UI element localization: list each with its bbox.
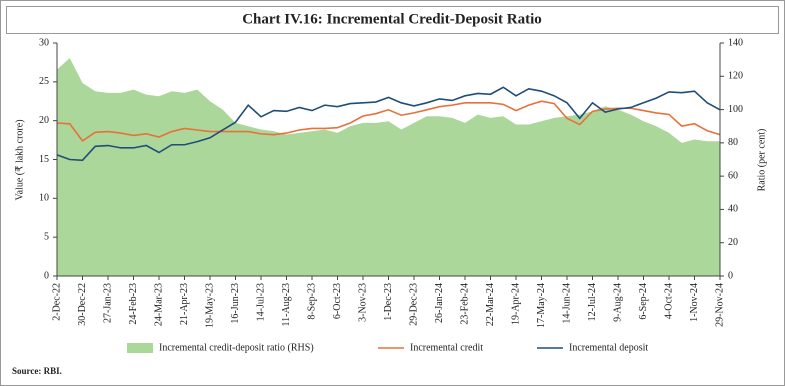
y-axis-label: Value (₹ lakh crore) bbox=[14, 119, 25, 200]
y-tick-label: 10 bbox=[39, 193, 49, 204]
area bbox=[57, 57, 720, 276]
y2-tick-label: 140 bbox=[728, 37, 743, 48]
x-tick-label: 24-Feb-23 bbox=[128, 283, 139, 325]
x-tick-label: 1-Dec-23 bbox=[383, 283, 394, 321]
y-tick-label: 15 bbox=[39, 154, 49, 165]
x-tick-label: 27-Jan-23 bbox=[102, 283, 113, 323]
chart-title: Chart IV.16: Incremental Credit-Deposit … bbox=[242, 11, 542, 27]
x-tick-label: 6-Sep-24 bbox=[638, 283, 649, 320]
y-tick-label: 30 bbox=[39, 37, 49, 48]
line bbox=[56, 86, 721, 162]
x-tick-label: 16-Jun-23 bbox=[230, 283, 241, 324]
legend-label: Incremental credit bbox=[410, 342, 483, 353]
y2-tick-label: 60 bbox=[728, 170, 738, 181]
x-tick-label: 1-Nov-24 bbox=[689, 283, 700, 322]
x-tick-label: 3-Nov-23 bbox=[357, 283, 368, 322]
legend-label: Incremental credit-deposit ratio (RHS) bbox=[159, 342, 314, 353]
y2-tick-label: 120 bbox=[728, 71, 743, 82]
y2-tick-label: 0 bbox=[728, 270, 733, 281]
title-box bbox=[6, 6, 779, 34]
x-tick-label: 19-May-23 bbox=[204, 283, 215, 328]
legend-swatch bbox=[127, 343, 153, 353]
x-tick-label: 9-Aug-24 bbox=[612, 283, 623, 322]
y-tick-label: 0 bbox=[44, 270, 49, 281]
x-tick-label: 12-Jul-24 bbox=[587, 283, 598, 321]
x-tick-label: 21-Apr-23 bbox=[179, 283, 190, 325]
x-tick-label: 14-Jul-23 bbox=[255, 283, 266, 321]
x-tick-label: 14-Jun-24 bbox=[561, 283, 572, 324]
y2-tick-label: 40 bbox=[728, 204, 738, 215]
source: Source: RBI. bbox=[12, 366, 62, 376]
y2-tick-label: 80 bbox=[728, 137, 738, 148]
x-tick-label: 24-Mar-23 bbox=[153, 283, 164, 326]
x-tick-label: 2-Dec-22 bbox=[51, 283, 62, 321]
y-tick-label: 20 bbox=[39, 115, 49, 126]
x-tick-label: 29-Dec-23 bbox=[408, 283, 419, 326]
x-tick-label: 22-Mar-24 bbox=[485, 283, 496, 326]
x-tick-label: 4-Oct-24 bbox=[663, 283, 674, 319]
line bbox=[56, 100, 721, 142]
x-tick-label: 29-Nov-24 bbox=[714, 283, 725, 327]
x-tick-label: 17-May-24 bbox=[536, 283, 547, 328]
y-tick-label: 25 bbox=[39, 76, 49, 87]
legend-label: Incremental deposit bbox=[569, 342, 648, 353]
x-tick-label: 23-Feb-24 bbox=[459, 283, 470, 325]
x-tick-label: 26-Jan-24 bbox=[434, 283, 445, 323]
x-tick-label: 8-Sep-23 bbox=[306, 283, 317, 320]
x-tick-label: 6-Oct-23 bbox=[332, 283, 343, 319]
y2-tick-label: 20 bbox=[728, 237, 738, 248]
y2-axis-label: Ratio (per cent) bbox=[756, 129, 767, 192]
x-tick-label: 19-Apr-24 bbox=[510, 283, 521, 325]
y-tick-label: 5 bbox=[44, 231, 49, 242]
x-tick-label: 30-Dec-22 bbox=[77, 283, 88, 326]
x-tick-label: 11-Aug-23 bbox=[281, 283, 292, 327]
y2-tick-label: 100 bbox=[728, 104, 743, 115]
